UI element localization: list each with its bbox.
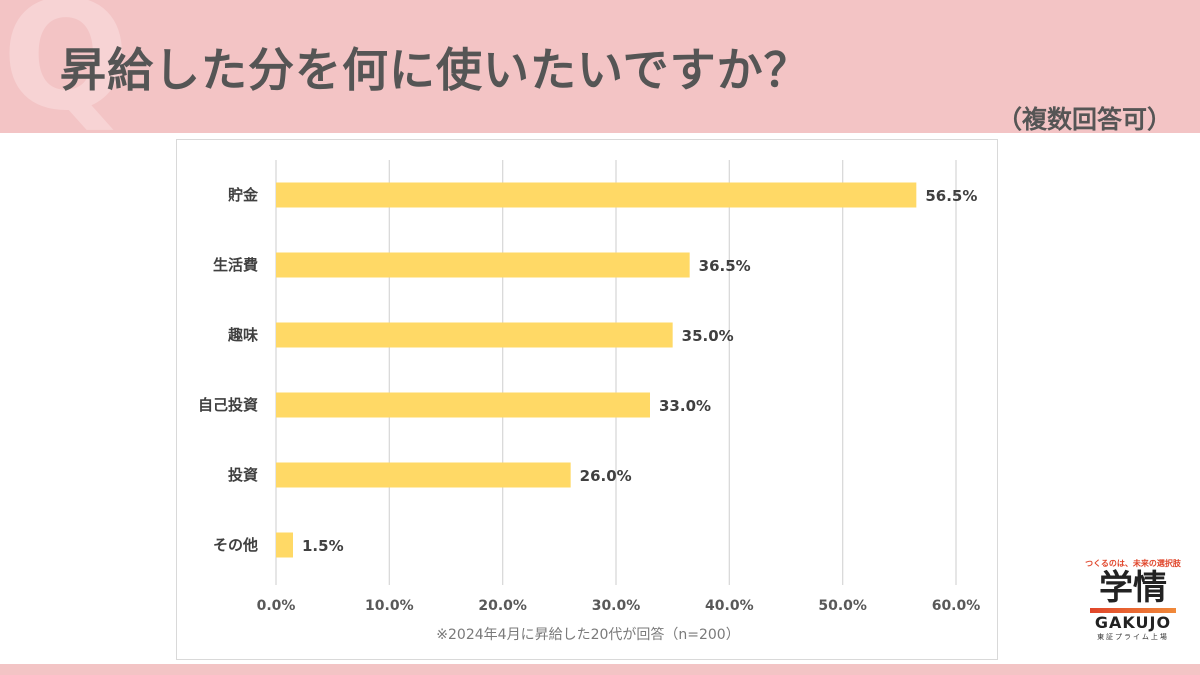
- x-tick-label: 10.0%: [365, 598, 414, 614]
- bar: [276, 532, 293, 558]
- category-label: 貯金: [228, 186, 259, 204]
- value-label: 33.0%: [659, 397, 711, 415]
- category-label: 生活費: [213, 256, 258, 274]
- value-label: 26.0%: [580, 467, 632, 485]
- category-label: その他: [213, 536, 258, 554]
- bar: [276, 392, 650, 418]
- logo-market: 東証プライム上場: [1097, 633, 1169, 642]
- page-subtitle: （複数回答可）: [996, 105, 1172, 134]
- bar: [276, 462, 571, 488]
- logo-mark: 学情: [1099, 568, 1167, 608]
- bar: [276, 252, 690, 278]
- q-mark-decoration: Q: [2, 0, 130, 144]
- gakujo-logo: つくるのは、未来の選択肢 学情 GAKUJO 東証プライム上場: [1078, 558, 1188, 642]
- value-label: 36.5%: [699, 257, 751, 275]
- x-tick-label: 40.0%: [705, 598, 754, 614]
- bar-chart: 0.0% 10.0% 20.0% 30.0% 40.0% 50.0% 60.0% 貯金 56.5…: [198, 160, 981, 614]
- category-label: 趣味: [227, 326, 258, 344]
- value-label: 1.5%: [302, 537, 344, 555]
- bar: [276, 182, 917, 208]
- content-panel: 0.0% 10.0% 20.0% 30.0% 40.0% 50.0% 60.0% 貯金 56.5…: [0, 133, 1200, 664]
- value-label: 56.5%: [925, 187, 977, 205]
- logo-tagline: つくるのは、未来の選択肢: [1085, 559, 1181, 568]
- x-tick-label: 20.0%: [478, 598, 527, 614]
- x-tick-label: 60.0%: [932, 598, 981, 614]
- x-tick-label: 50.0%: [818, 598, 867, 614]
- logo-name: GAKUJO: [1094, 613, 1172, 633]
- x-tick-label: 30.0%: [592, 598, 641, 614]
- chart-footnote: ※2024年4月に昇給した20代が回答（n=200）: [436, 627, 740, 643]
- value-label: 35.0%: [682, 327, 734, 345]
- logo-bar: [1090, 608, 1176, 614]
- chart-container: 0.0% 10.0% 20.0% 30.0% 40.0% 50.0% 60.0% 貯金 56.5…: [176, 139, 998, 660]
- category-label: 自己投資: [198, 396, 258, 414]
- category-label: 投資: [228, 466, 258, 484]
- x-tick-label: 0.0%: [257, 598, 296, 614]
- bar: [276, 322, 673, 348]
- page-title: 昇給した分を何に使いたいですか？: [60, 43, 811, 97]
